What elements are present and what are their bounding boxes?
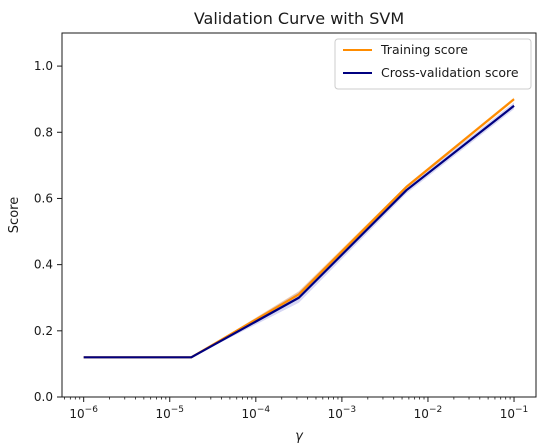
score-lines bbox=[83, 98, 515, 359]
x-tick-label: 10−5 bbox=[155, 405, 184, 421]
line-training-score bbox=[83, 98, 515, 359]
y-tick-label: 1.0 bbox=[34, 59, 53, 73]
line-cross-validation-score bbox=[83, 104, 515, 359]
x-axis-label: γ bbox=[295, 429, 304, 444]
x-tick-label: 10−4 bbox=[242, 405, 271, 421]
y-axis-ticks: 0.0 0.2 0.4 0.6 0.8 1.0 bbox=[34, 59, 62, 404]
chart-title: Validation Curve with SVM bbox=[194, 9, 404, 28]
x-tick-label: 10−3 bbox=[328, 405, 357, 421]
score-band-cross-validation bbox=[83, 102, 515, 358]
y-tick-label: 0.0 bbox=[34, 390, 53, 404]
plot-frame bbox=[61, 32, 537, 398]
score-band-training bbox=[83, 97, 515, 358]
legend-box bbox=[334, 38, 532, 90]
y-tick-label: 0.2 bbox=[34, 324, 53, 338]
legend-label-training: Training score bbox=[380, 42, 468, 57]
x-tick-label: 10−6 bbox=[69, 405, 98, 421]
y-axis-label: Score bbox=[7, 197, 22, 233]
x-axis-ticks: 10−6 10−5 10−4 10−3 10−2 10−1 bbox=[64, 397, 529, 421]
y-tick-label: 0.8 bbox=[34, 125, 53, 139]
legend: Training score Cross-validation score bbox=[334, 38, 532, 90]
x-tick-label: 10−1 bbox=[500, 405, 529, 421]
y-tick-label: 0.4 bbox=[34, 258, 53, 272]
y-tick-label: 0.6 bbox=[34, 191, 53, 205]
legend-label-cross-validation: Cross-validation score bbox=[381, 65, 519, 80]
x-tick-label: 10−2 bbox=[414, 405, 443, 421]
score-bands bbox=[83, 97, 515, 358]
